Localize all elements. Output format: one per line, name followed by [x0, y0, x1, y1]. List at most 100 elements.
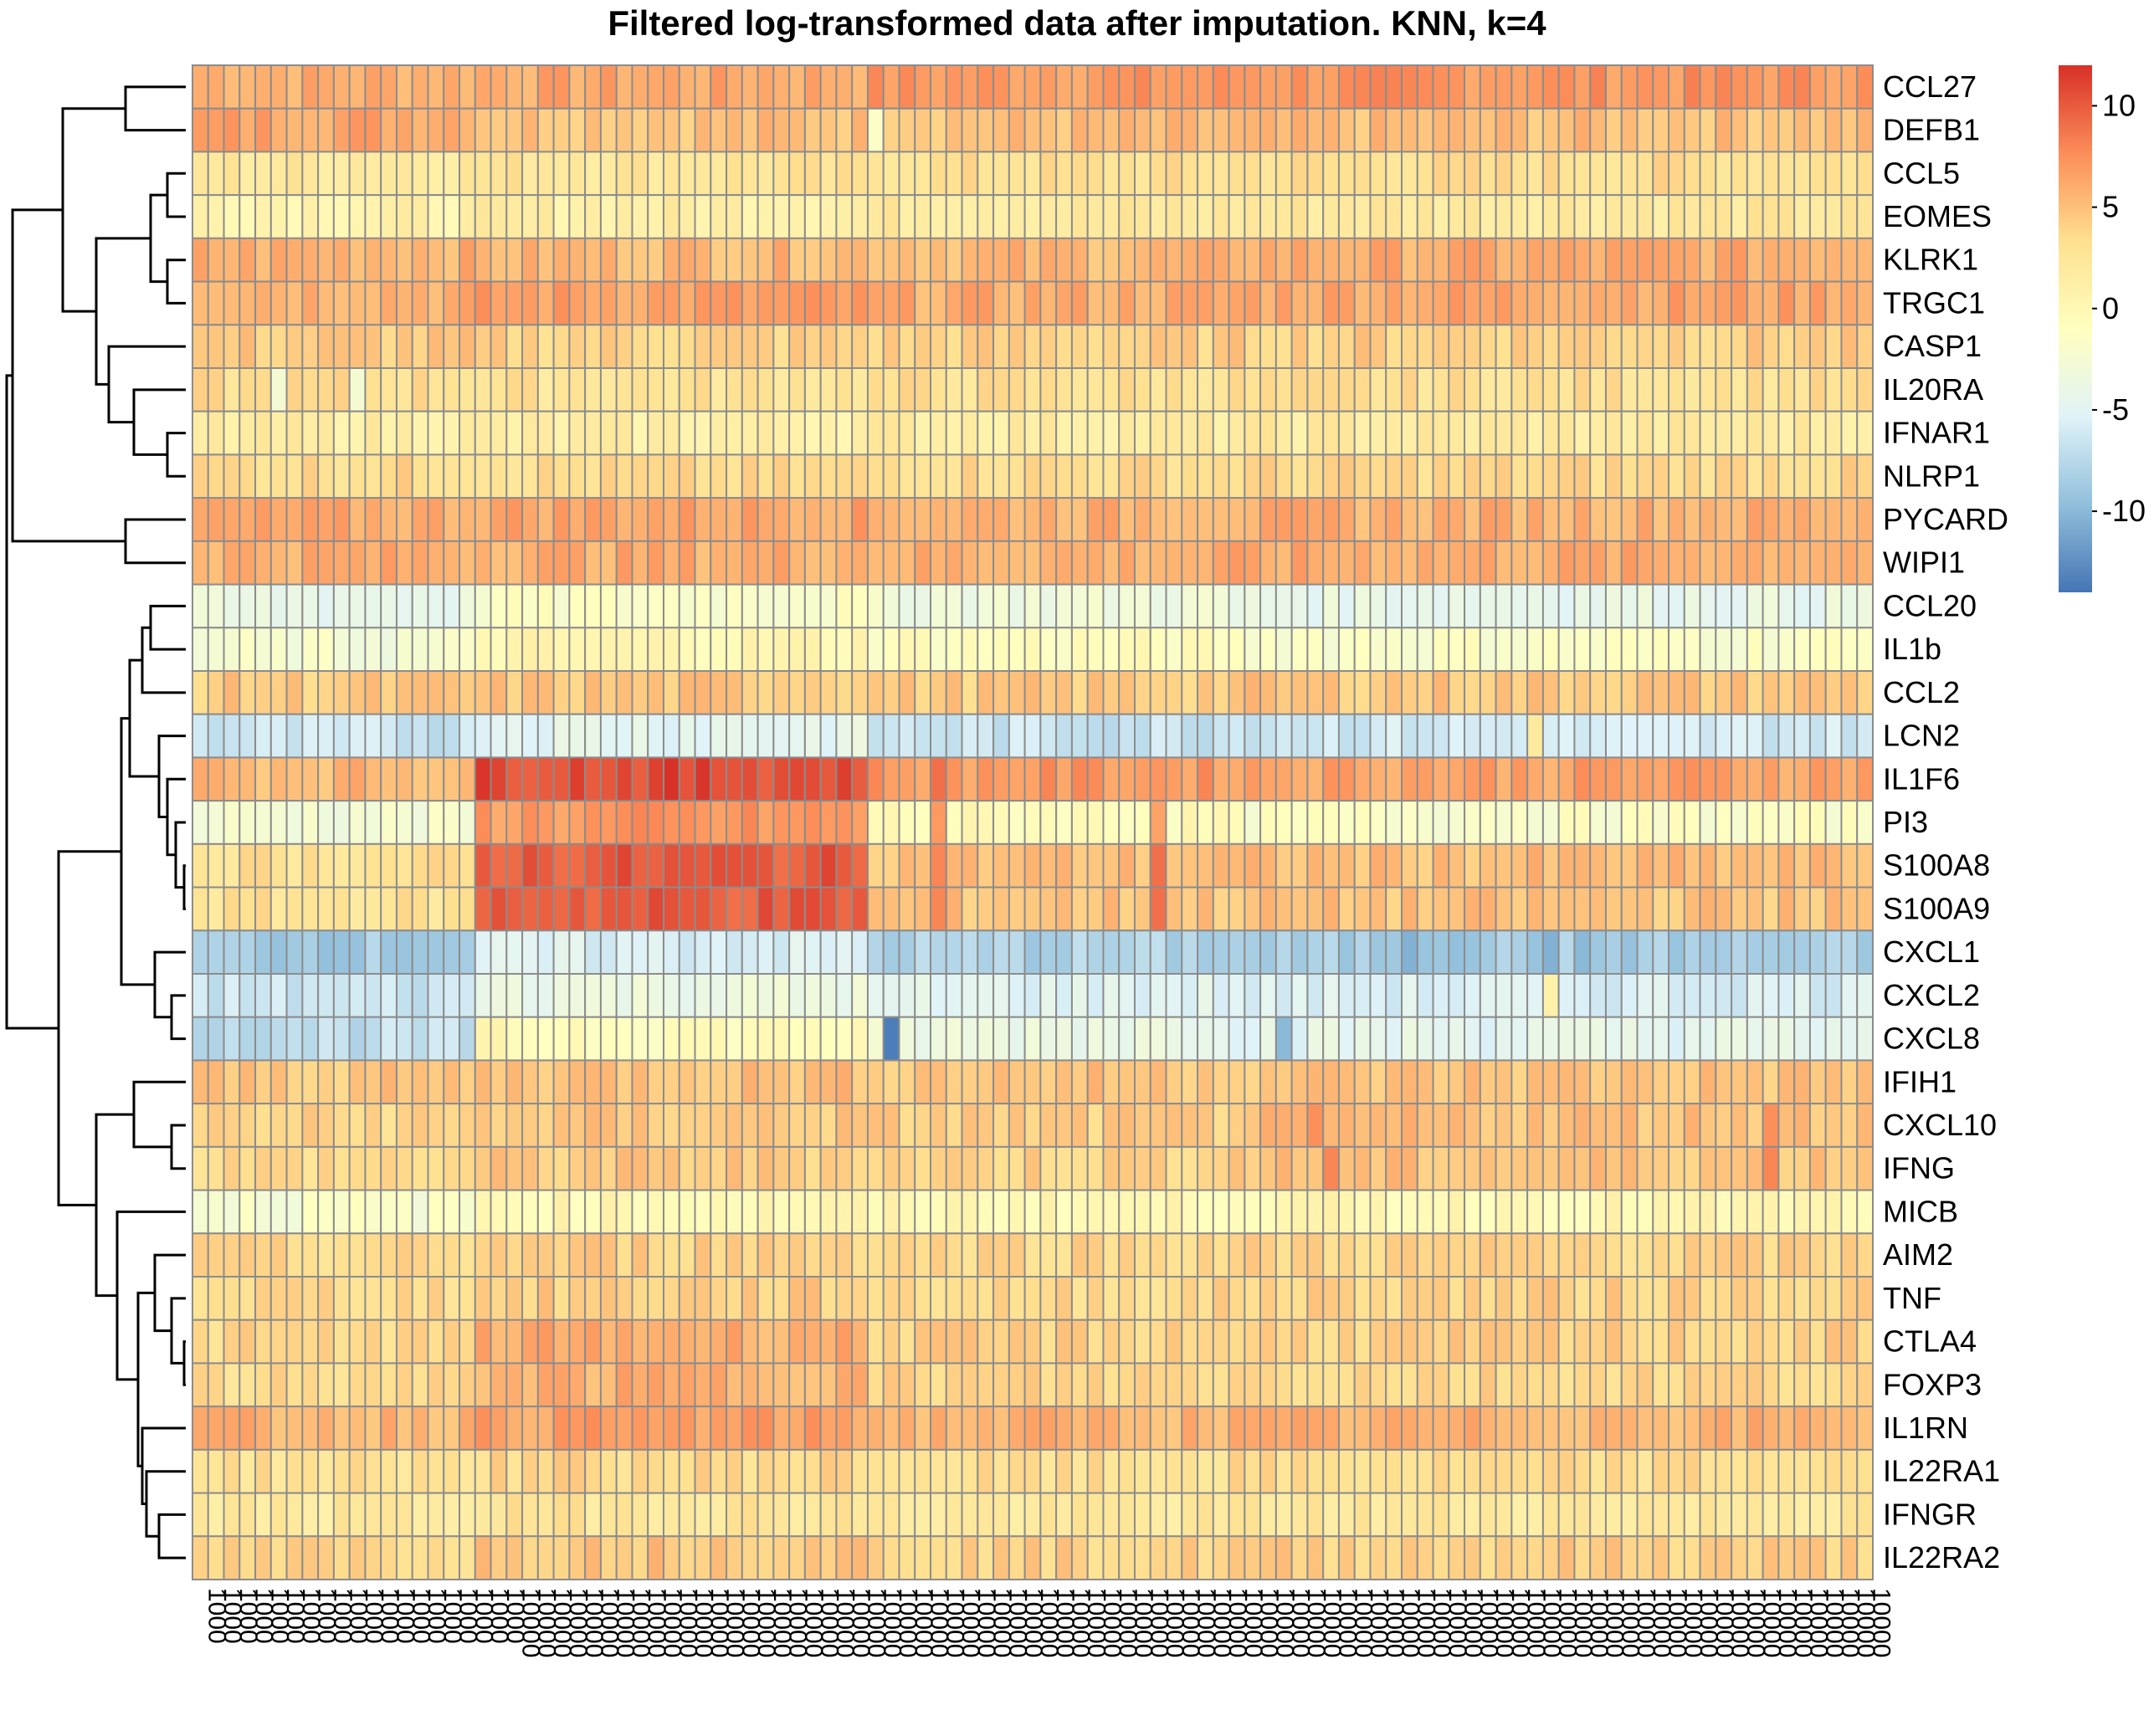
heatmap-cell [898, 842, 916, 888]
heatmap-cell [1589, 1189, 1607, 1235]
heatmap-cell [207, 973, 225, 1018]
heatmap-cell [1306, 1319, 1325, 1365]
heatmap-cell [1070, 713, 1089, 759]
heatmap-cell [882, 670, 900, 715]
heatmap-cell [568, 670, 587, 715]
heatmap-cell [1777, 1276, 1796, 1321]
heatmap-cell [1840, 367, 1859, 412]
heatmap-cell [207, 886, 225, 932]
heatmap-cell [914, 410, 932, 456]
heatmap-cell [1274, 1016, 1293, 1062]
heatmap-cell [772, 194, 791, 239]
heatmap-cell [207, 1362, 225, 1408]
heatmap-cell [851, 627, 869, 672]
heatmap-cell [238, 929, 257, 976]
heatmap-cell [1008, 64, 1026, 110]
heatmap-cell [317, 1319, 335, 1365]
heatmap-cell [1793, 1362, 1811, 1408]
heatmap-cell [1683, 410, 1701, 456]
heatmap-cell [788, 1448, 806, 1494]
heatmap-cell [803, 583, 822, 629]
heatmap-cell [1479, 756, 1497, 802]
heatmap-cell [1824, 540, 1843, 586]
heatmap-cell [819, 1016, 838, 1062]
heatmap-cell [584, 973, 602, 1018]
heatmap-cell [1369, 1406, 1387, 1451]
heatmap-cell [269, 1448, 288, 1494]
heatmap-cell [1102, 929, 1121, 976]
heatmap-cell [1197, 583, 1214, 629]
heatmap-cell [474, 280, 492, 326]
heatmap-cell [819, 151, 838, 197]
heatmap-cell [992, 280, 1010, 326]
heatmap-cell [835, 497, 854, 542]
heatmap-cell [1715, 453, 1733, 499]
heatmap-cell [1401, 627, 1418, 672]
heatmap-cell [1495, 1059, 1513, 1105]
heatmap-cell [459, 800, 476, 845]
heatmap-cell [1541, 1448, 1560, 1494]
row-label: IFNGR [1883, 1497, 1977, 1531]
heatmap-cell [505, 107, 524, 153]
row-label: AIM2 [1883, 1237, 1953, 1272]
heatmap-cell [1133, 1406, 1151, 1451]
heatmap-cell [1464, 280, 1481, 326]
heatmap-cell [1149, 367, 1167, 412]
heatmap-cell [568, 1232, 587, 1278]
heatmap-cell [1102, 973, 1121, 1018]
heatmap-cell [1824, 367, 1843, 412]
heatmap-cell [1133, 756, 1151, 802]
heatmap-cell [992, 1059, 1010, 1105]
heatmap-cell [1306, 1276, 1325, 1321]
heatmap-cell [443, 151, 461, 197]
heatmap-cell [866, 1448, 885, 1494]
heatmap-cell [411, 497, 429, 542]
heatmap-cell [1840, 410, 1859, 456]
heatmap-cell [945, 929, 963, 976]
heatmap-cell [1840, 194, 1859, 239]
heatmap-cell [521, 1145, 539, 1191]
heatmap-cell [364, 1276, 382, 1321]
heatmap-cell [1322, 1319, 1340, 1365]
heatmap-cell [1448, 886, 1466, 932]
heatmap-cell [1526, 367, 1544, 412]
heatmap-cell [1636, 886, 1654, 932]
heatmap-cell [395, 1145, 413, 1191]
heatmap-cell [1620, 1448, 1639, 1494]
heatmap-cell [726, 151, 743, 197]
heatmap-cell [1149, 237, 1167, 283]
heatmap-cell [552, 1406, 571, 1451]
heatmap-cell [1322, 453, 1340, 499]
heatmap-cell [1416, 1016, 1434, 1062]
heatmap-cell [1683, 670, 1701, 715]
heatmap-cell [1840, 280, 1859, 326]
heatmap-cell [568, 280, 587, 326]
heatmap-cell [1495, 1232, 1513, 1278]
heatmap-cell [1557, 1016, 1576, 1062]
heatmap-cell [238, 1232, 257, 1278]
heatmap-cell [772, 1492, 791, 1538]
heatmap-cell [301, 410, 320, 456]
heatmap-cell [1181, 1232, 1199, 1278]
heatmap-cell [1699, 1016, 1717, 1062]
heatmap-cell [1416, 1535, 1434, 1581]
heatmap-cell [192, 1059, 209, 1105]
heatmap-cell [1793, 670, 1811, 715]
heatmap-cell [1510, 194, 1529, 239]
heatmap-cell [536, 1059, 555, 1105]
heatmap-cell [1526, 670, 1544, 715]
heatmap-cell [238, 324, 257, 370]
heatmap-cell [348, 367, 367, 412]
heatmap-cell [819, 756, 838, 802]
heatmap-cell [961, 1232, 979, 1278]
heatmap-cell [1557, 886, 1576, 932]
heatmap-cell [1086, 194, 1105, 239]
heatmap-cell [866, 1276, 885, 1321]
heatmap-cell [851, 670, 869, 715]
heatmap-cell [1181, 194, 1199, 239]
heatmap-cell [1401, 237, 1418, 283]
heatmap-cell [1118, 64, 1136, 110]
heatmap-cell [819, 410, 838, 456]
heatmap-cell [851, 929, 869, 976]
heatmap-cell [1165, 237, 1183, 283]
